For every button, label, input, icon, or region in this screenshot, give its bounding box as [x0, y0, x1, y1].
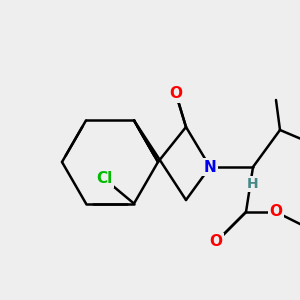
Text: O: O: [209, 235, 223, 250]
Text: O: O: [269, 205, 283, 220]
Text: Cl: Cl: [96, 171, 112, 186]
Text: O: O: [169, 86, 182, 101]
Text: H: H: [247, 177, 259, 191]
Text: N: N: [204, 160, 216, 175]
